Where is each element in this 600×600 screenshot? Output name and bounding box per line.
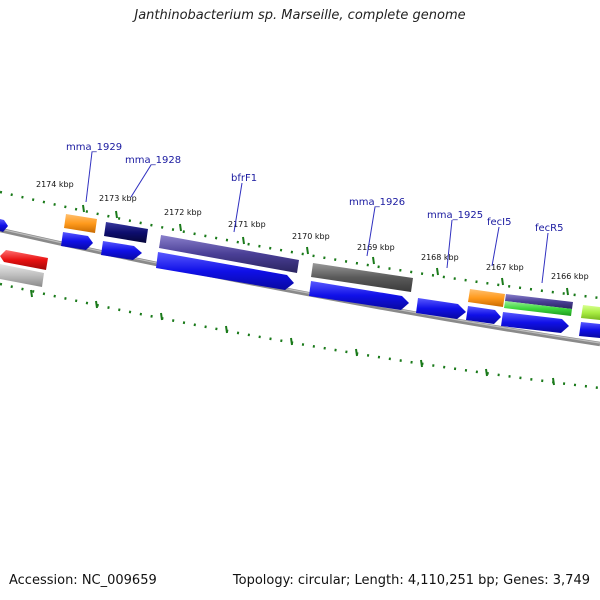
feature-block-lime: [581, 305, 600, 320]
genome-summary-text: Topology: circular; Length: 4,110,251 bp…: [232, 573, 590, 588]
label-line: [85, 151, 93, 203]
cds-row: [0, 219, 600, 338]
feature-block-orange: [64, 214, 97, 233]
major-tick: [566, 287, 569, 296]
major-tick: [242, 236, 245, 245]
feature-block-orange-2: [468, 289, 505, 307]
gene-label-bfrf1: bfrF1: [231, 173, 257, 184]
label-line: [233, 182, 243, 233]
label-line: [130, 164, 152, 198]
gene-label-mma-1926: mma_1926: [349, 197, 405, 208]
cds-arrow: [579, 322, 600, 338]
tick-label: 2168 kbp: [421, 253, 459, 262]
major-tick: [420, 359, 423, 368]
major-tick: [372, 256, 375, 265]
gene-label-lines: [85, 151, 549, 284]
major-tick: [95, 300, 98, 309]
feature-block-lightgray: [0, 264, 44, 287]
cds-arrow: [61, 232, 93, 250]
label-line: [446, 219, 453, 269]
accession-text: Accession: NC_009659: [9, 573, 157, 588]
tick-label: 2166 kbp: [551, 272, 589, 281]
gene-label-feci5: fecI5: [487, 217, 511, 228]
label-line: [366, 206, 376, 257]
feature-block-gray: [311, 263, 413, 292]
major-tick: [306, 246, 309, 255]
major-tick: [82, 204, 85, 213]
map-title: Janthinobacterium sp. Marseille, complet…: [134, 8, 466, 23]
major-tick: [290, 337, 293, 346]
cds-arrow: [309, 281, 409, 310]
cds-arrow: [101, 241, 142, 260]
ruler-major-ticks: [82, 204, 569, 296]
major-tick: [160, 312, 163, 321]
major-tick: [501, 277, 504, 286]
major-tick: [179, 223, 182, 232]
major-tick: [30, 289, 33, 298]
feature-block-navy: [104, 222, 148, 243]
tick-label: 2171 kbp: [228, 220, 266, 229]
cds-arrow: [416, 298, 466, 319]
feature-row-upper: [0, 214, 600, 320]
tick-label: 2174 kbp: [36, 180, 74, 189]
tick-label: 2172 kbp: [164, 208, 202, 217]
cds-arrow: [466, 306, 501, 324]
cds-arrow: [0, 219, 8, 232]
major-tick: [552, 377, 555, 386]
major-tick: [355, 348, 358, 357]
major-tick: [225, 325, 228, 334]
label-line: [541, 232, 549, 284]
cds-arrow: [156, 252, 294, 290]
gene-label-fecr5: fecR5: [535, 223, 563, 234]
cds-arrow: [501, 312, 569, 333]
feature-block-purple-2: [505, 294, 573, 309]
gene-label-mma-1929: mma_1929: [66, 142, 122, 153]
tick-label: 2173 kbp: [99, 194, 137, 203]
gene-label-mma-1925: mma_1925: [427, 210, 483, 221]
feature-block-purple: [159, 235, 299, 273]
label-line: [491, 226, 500, 267]
inner-ruler-major-ticks: [30, 289, 555, 386]
tick-label: 2169 kbp: [357, 243, 395, 252]
tick-label: 2167 kbp: [486, 263, 524, 272]
feature-block-red: [0, 250, 48, 270]
major-tick: [436, 267, 439, 276]
feature-block-green: [504, 301, 572, 316]
major-tick: [485, 368, 488, 377]
major-tick: [115, 210, 118, 219]
tick-label: 2170 kbp: [292, 232, 330, 241]
gene-label-mma-1928: mma_1928: [125, 155, 181, 166]
